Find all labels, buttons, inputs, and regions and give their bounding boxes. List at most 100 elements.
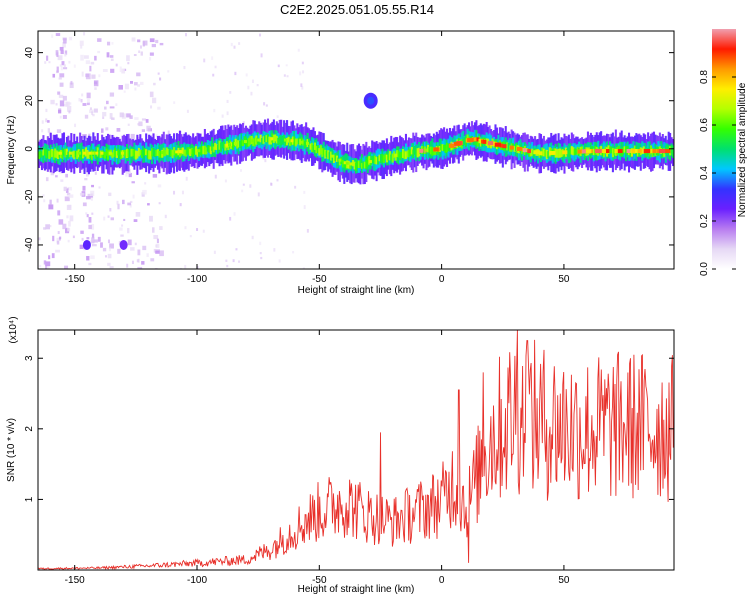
spectrogram-ridge-core — [200, 146, 203, 155]
spectrogram-speckle — [59, 115, 62, 119]
spectrogram-speckle — [78, 98, 81, 102]
spectrogram-speckle — [124, 83, 129, 90]
spectrogram-hotspot — [631, 149, 635, 154]
spectrogram-speckle — [97, 236, 101, 242]
spectrogram-ridge-core — [286, 137, 289, 146]
spectrogram-speckle — [226, 111, 229, 116]
spectrogram-speckle — [144, 182, 147, 185]
spectrogram-speckle — [179, 267, 182, 269]
spectrogram-speckle — [123, 90, 126, 93]
spectrogram-speckle — [299, 71, 302, 76]
spectrogram-speckle — [238, 42, 241, 45]
spectrogram-ridge-core — [266, 134, 270, 143]
spectrogram-speckle — [276, 179, 279, 182]
spectrogram-speckle — [203, 58, 206, 63]
spectrogram-speckle — [56, 240, 60, 245]
spectrogram-hotspot — [582, 149, 588, 154]
spectrogram-ridge-core — [236, 140, 239, 149]
spectrogram-speckle — [130, 133, 135, 140]
spectrogram-ridge-core — [297, 137, 300, 145]
spectrogram-speckle — [55, 249, 60, 253]
spectrogram-ridge-core — [159, 150, 162, 158]
spectrogram-speckle — [59, 100, 65, 107]
spectrogram-speckle — [83, 55, 89, 59]
spectrogram-feature — [367, 96, 375, 105]
spectrogram-speckle — [68, 110, 71, 114]
spectrogram-speckle — [86, 255, 90, 261]
spectrogram-speckle — [142, 40, 148, 46]
spectrogram-speckle — [50, 171, 54, 176]
snr-y-label: SNR (10 * v/v) — [6, 418, 17, 482]
spectrogram-x-tick-label: -150 — [65, 274, 85, 285]
spectrogram-speckle — [221, 114, 224, 118]
spectrogram-speckle — [303, 190, 306, 194]
spectrogram-ridge-core — [196, 149, 199, 157]
spectrogram-ridge-core — [407, 149, 410, 158]
spectrogram-hotspot — [305, 141, 309, 145]
spectrogram-speckle — [139, 45, 142, 49]
spectrogram-ridge-core — [131, 148, 134, 156]
spectrogram-ridge-core — [208, 145, 211, 153]
snr-x-tick-label: 0 — [439, 575, 445, 586]
spectrogram-ridge-core — [340, 156, 343, 165]
spectrogram-ridge-core — [441, 144, 444, 151]
spectrogram-hotspot — [652, 149, 657, 154]
spectrogram-speckle — [64, 50, 68, 55]
spectrogram-ridge-core — [171, 149, 174, 159]
spectrogram-speckle — [59, 236, 62, 240]
spectrogram-ridge-core — [625, 146, 628, 154]
spectrogram-ridge-core — [356, 160, 359, 168]
spectrogram-speckle — [136, 72, 141, 77]
snr-line — [38, 330, 674, 570]
spectrogram-speckle — [45, 224, 50, 230]
spectrogram-ridge-core — [324, 149, 327, 159]
spectrogram-speckle — [186, 109, 189, 113]
spectrogram-speckle — [233, 212, 236, 216]
colorbar-label: Normalized spectral amplitude — [737, 82, 748, 217]
spectrogram-speckle — [64, 196, 70, 202]
spectrogram-ridge-core — [399, 152, 402, 161]
spectrogram-hotspot — [478, 138, 483, 143]
spectrogram-ridge-core — [388, 151, 391, 161]
spectrogram-ridge-core — [124, 149, 127, 159]
spectrogram-speckle — [238, 260, 241, 263]
spectrogram-ridge-core — [322, 147, 325, 156]
spectrogram-speckle — [138, 50, 141, 54]
spectrogram-ridge-core — [219, 142, 223, 152]
spectrogram-speckle — [156, 238, 159, 244]
snr-frame — [37, 329, 675, 571]
spectrogram-speckle — [63, 38, 67, 44]
spectrogram-speckle — [134, 87, 137, 91]
spectrogram-ridge-core — [379, 153, 383, 164]
spectrogram-ridge-core — [544, 149, 547, 157]
spectrogram-ridge-core — [237, 140, 240, 148]
spectrogram-speckle — [65, 227, 70, 234]
spectrogram-speckle — [132, 194, 135, 199]
spectrogram-speckle — [94, 87, 97, 90]
spectrogram-speckle — [39, 264, 42, 268]
spectrogram-ridge-core — [143, 148, 146, 156]
spectrogram-speckle — [137, 266, 143, 269]
spectrogram-hotspot — [562, 150, 568, 155]
spectrogram-ridge-core — [611, 148, 614, 158]
spectrogram-speckle — [86, 237, 90, 240]
spectrogram-speckle — [93, 239, 98, 243]
spectrogram-ridge-core — [328, 152, 331, 161]
spectrogram-ridge-core — [412, 149, 415, 158]
spectrogram-speckle — [49, 199, 52, 205]
spectrogram-y-tick-label: -40 — [24, 237, 35, 252]
spectrogram-ridge-core — [149, 150, 152, 160]
spectrogram-ridge-core — [264, 135, 267, 143]
spectrogram-ridge-core — [413, 146, 416, 155]
spectrogram-speckle — [56, 129, 62, 133]
spectrogram-ridge-core — [112, 149, 115, 157]
spectrogram-ridge-core — [316, 145, 319, 154]
spectrogram-speckle — [134, 82, 138, 86]
spectrogram-speckle — [260, 256, 263, 260]
spectrogram-hotspot — [482, 139, 487, 144]
spectrogram-ridge-core — [355, 162, 358, 171]
spectrogram-ridge-core — [137, 147, 140, 157]
spectrogram-speckle — [278, 259, 281, 263]
spectrogram-ridge-core — [126, 148, 129, 159]
spectrogram-ridge-core — [139, 149, 142, 156]
